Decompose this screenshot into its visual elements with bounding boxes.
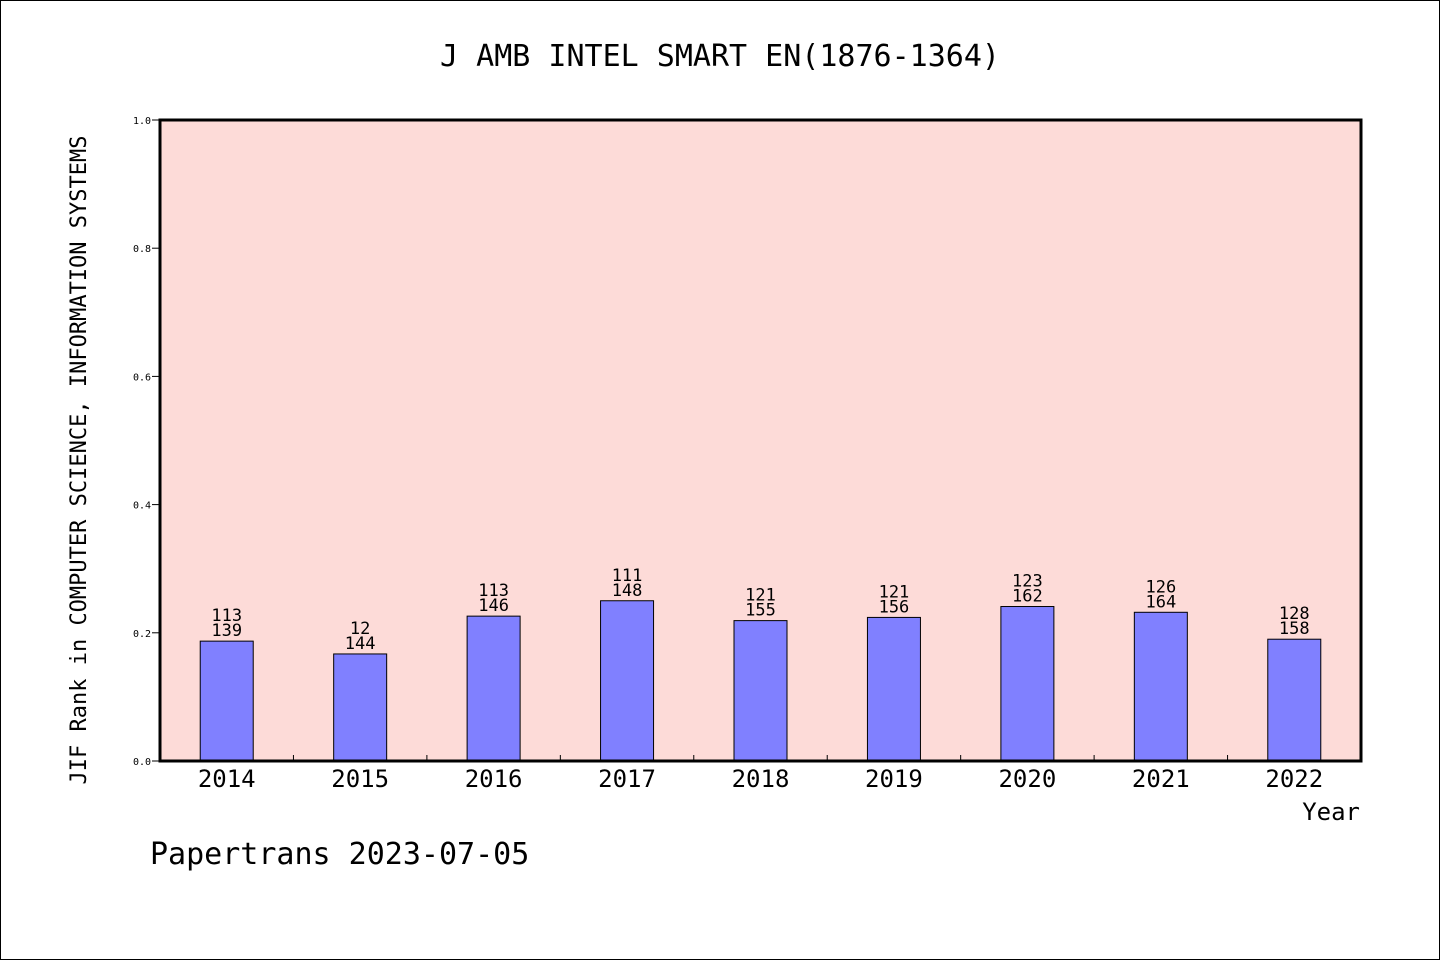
bar-label-bottom: 148 xyxy=(612,581,643,601)
y-tick-label: 0.2 xyxy=(133,629,151,640)
bar-2017 xyxy=(600,600,655,762)
bar-label-bottom: 162 xyxy=(1012,587,1043,607)
x-tick-label: 2021 xyxy=(1132,765,1190,793)
bar-label-bottom: 144 xyxy=(345,634,376,654)
x-tick-label: 2016 xyxy=(465,765,523,793)
x-tick-label: 2017 xyxy=(598,765,656,793)
watermark: Papertrans 2023-07-05 xyxy=(150,837,529,872)
bar-label-top: 121 xyxy=(745,586,776,606)
bar-2022 xyxy=(1267,638,1322,762)
x-tick-label: 2020 xyxy=(998,765,1056,793)
bar-label-bottom: 139 xyxy=(211,621,242,641)
x-tick-label: 2018 xyxy=(732,765,790,793)
y-tick-label: 0.0 xyxy=(133,757,151,768)
bar-2019 xyxy=(866,616,921,762)
x-axis-label: Year xyxy=(1302,798,1360,826)
y-tick-label: 0.6 xyxy=(133,372,151,383)
bar-label-top: 123 xyxy=(1012,572,1043,592)
bar-label-top: 121 xyxy=(879,582,910,602)
bar-label-bottom: 158 xyxy=(1279,619,1310,639)
plot-border xyxy=(158,118,1363,763)
bar-2015 xyxy=(333,653,388,762)
bar-label-bottom: 164 xyxy=(1145,592,1176,612)
bar-label-top: 128 xyxy=(1279,604,1310,624)
x-tick-label: 2019 xyxy=(865,765,923,793)
x-tick-label: 2022 xyxy=(1265,765,1323,793)
y-tick-label: 1.0 xyxy=(133,116,151,127)
y-axis-ticks: 0.0 0.2 0.4 0.6 0.8 1.0 xyxy=(133,116,160,768)
bar-2018 xyxy=(733,620,788,762)
bar-2014 xyxy=(199,640,254,762)
bar-label-top: 126 xyxy=(1145,577,1176,597)
y-tick-label: 0.8 xyxy=(133,244,151,255)
x-tick-label: 2015 xyxy=(331,765,389,793)
x-tick-label: 2014 xyxy=(198,765,256,793)
bar-label-bottom: 155 xyxy=(745,601,776,621)
bar-label-top: 113 xyxy=(211,606,242,626)
bar-2020 xyxy=(1000,606,1055,762)
y-axis-label: JIF Rank in COMPUTER SCIENCE, INFORMATIO… xyxy=(67,135,92,784)
bar-2016 xyxy=(466,615,521,762)
y-tick-label: 0.4 xyxy=(133,501,151,512)
bar-label-top: 113 xyxy=(478,581,509,601)
bar-label-bottom: 146 xyxy=(478,596,509,616)
bar-label-top: 12 xyxy=(350,619,370,639)
bars xyxy=(199,600,1322,762)
chart-title: J AMB INTEL SMART EN(1876-1364) xyxy=(440,39,1000,74)
bar-label-bottom: 156 xyxy=(879,597,910,617)
bar-label-top: 111 xyxy=(612,566,643,586)
x-axis-ticks: 2014 2015 2016 2017 2018 2019 2020 2021 2022 xyxy=(198,755,1323,793)
bar-2021 xyxy=(1133,611,1188,762)
